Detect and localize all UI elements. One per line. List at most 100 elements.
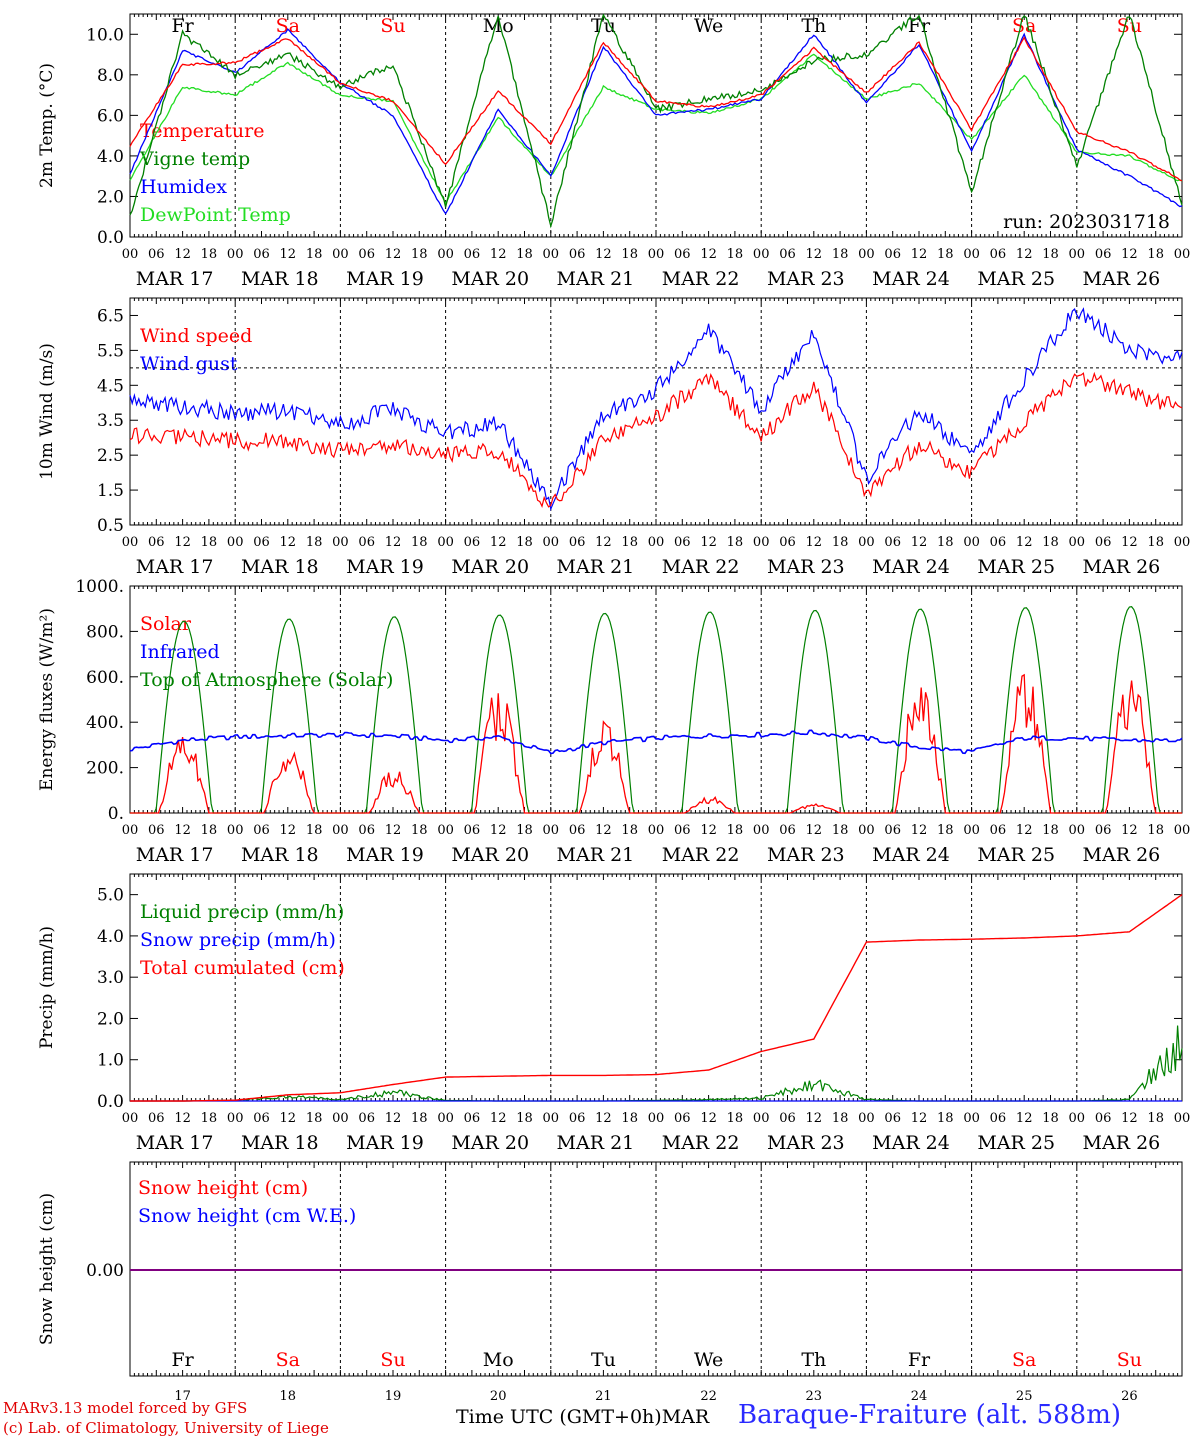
hour-tick-label: 12 <box>911 535 928 550</box>
hour-tick-label: 18 <box>621 535 638 550</box>
y-axis-label: Precip (mm/h) <box>37 926 57 1049</box>
hour-tick-label: 00 <box>963 1111 980 1126</box>
hour-tick-label: 00 <box>1174 1111 1191 1126</box>
date-label: MAR 19 <box>346 844 424 866</box>
hour-tick-label: 00 <box>1069 535 1086 550</box>
hour-tick-label: 00 <box>543 1111 560 1126</box>
hour-tick-label: 06 <box>569 247 586 262</box>
hour-tick-label: 12 <box>490 823 507 838</box>
date-label: MAR 23 <box>767 556 845 578</box>
hour-tick-label: 12 <box>174 247 191 262</box>
hour-tick-label: 12 <box>595 1111 612 1126</box>
day-number-label: 19 <box>385 1389 402 1404</box>
hour-tick-label: 12 <box>1121 823 1138 838</box>
hour-tick-label: 00 <box>1069 823 1086 838</box>
hour-tick-label: 18 <box>937 535 954 550</box>
legend-label: Vigne temp <box>139 148 250 170</box>
weekday-label: Su <box>380 15 405 37</box>
day-number-label: 24 <box>911 1389 928 1404</box>
hour-tick-label: 12 <box>595 823 612 838</box>
series-line-0 <box>129 371 1183 508</box>
hour-tick-label: 18 <box>727 823 744 838</box>
hour-tick-label: 00 <box>648 823 665 838</box>
series-line-1 <box>129 307 1183 512</box>
series-line-total <box>130 894 1183 1102</box>
hour-tick-label: 18 <box>1147 823 1164 838</box>
date-label: MAR 19 <box>346 268 424 290</box>
legend-label: Snow height (cm) <box>138 1177 308 1199</box>
hour-tick-label: 18 <box>516 247 533 262</box>
hour-tick-label: 00 <box>963 535 980 550</box>
weekday-label: Sa <box>1012 1349 1036 1371</box>
credit-line-1: MARv3.13 model forced by GFS <box>3 1399 248 1417</box>
weekday-label: Mo <box>483 15 514 37</box>
y-tick-label: 4.5 <box>97 376 124 396</box>
hour-tick-label: 12 <box>700 1111 717 1126</box>
hour-tick-label: 00 <box>437 535 454 550</box>
y-tick-label: 3.5 <box>97 411 124 431</box>
hour-tick-label: 12 <box>700 247 717 262</box>
hour-tick-label: 00 <box>543 535 560 550</box>
hour-tick-label: 00 <box>122 535 139 550</box>
weekday-label: Fr <box>171 15 194 37</box>
hour-tick-label: 00 <box>227 535 244 550</box>
date-label: MAR 25 <box>977 556 1055 578</box>
hour-tick-label: 00 <box>1174 247 1191 262</box>
day-number-label: 17 <box>174 1389 191 1404</box>
hour-tick-label: 18 <box>411 535 428 550</box>
hour-tick-label: 18 <box>1147 1111 1164 1126</box>
hour-tick-label: 12 <box>806 247 823 262</box>
y-tick-label: 4.0 <box>97 927 124 947</box>
hour-tick-label: 12 <box>911 823 928 838</box>
weekday-label: Su <box>1117 1349 1142 1371</box>
hour-tick-label: 06 <box>253 823 270 838</box>
hour-tick-label: 06 <box>148 823 165 838</box>
legend-label: Infrared <box>140 641 220 663</box>
hour-tick-label: 00 <box>332 247 349 262</box>
legend-label: Solar <box>140 613 192 635</box>
legend-label: Liquid precip (mm/h) <box>140 901 344 923</box>
date-label: MAR 18 <box>241 1132 319 1154</box>
hour-tick-label: 12 <box>806 1111 823 1126</box>
hour-tick-label: 18 <box>832 247 849 262</box>
hour-tick-label: 12 <box>174 1111 191 1126</box>
date-label: MAR 26 <box>1083 268 1161 290</box>
hour-tick-label: 06 <box>569 823 586 838</box>
hour-tick-label: 18 <box>516 823 533 838</box>
legend-label: Wind gust <box>140 353 238 375</box>
hour-tick-label: 06 <box>1095 823 1112 838</box>
hour-tick-label: 12 <box>595 247 612 262</box>
legend-label: Snow height (cm W.E.) <box>138 1205 356 1227</box>
hour-tick-label: 12 <box>1016 535 1033 550</box>
hour-tick-label: 06 <box>674 535 691 550</box>
hour-tick-label: 00 <box>122 1111 139 1126</box>
hour-tick-label: 06 <box>464 535 481 550</box>
hour-tick-label: 18 <box>306 823 323 838</box>
day-number-label: 25 <box>1016 1389 1033 1404</box>
hour-tick-label: 18 <box>201 823 218 838</box>
date-label: MAR 26 <box>1083 844 1161 866</box>
date-label: MAR 26 <box>1083 556 1161 578</box>
series-line-0 <box>129 36 1183 182</box>
date-label: MAR 21 <box>557 268 635 290</box>
hour-tick-label: 00 <box>858 535 875 550</box>
hour-tick-label: 12 <box>1121 535 1138 550</box>
weekday-label: Su <box>1117 15 1142 37</box>
hour-tick-label: 06 <box>464 1111 481 1126</box>
y-axis-label: Snow height (cm) <box>37 1193 57 1345</box>
y-tick-label: 10.0 <box>86 25 124 45</box>
hour-tick-label: 18 <box>1042 1111 1059 1126</box>
hour-tick-label: 06 <box>1095 1111 1112 1126</box>
date-label: MAR 17 <box>136 844 214 866</box>
date-label: MAR 25 <box>977 1132 1055 1154</box>
hour-tick-label: 00 <box>963 823 980 838</box>
legend-label: Total cumulated (cm) <box>140 957 345 979</box>
y-tick-label: 0.5 <box>97 516 124 536</box>
hour-tick-label: 12 <box>385 247 402 262</box>
date-label: MAR 21 <box>557 556 635 578</box>
hour-tick-label: 12 <box>1121 1111 1138 1126</box>
hour-tick-label: 06 <box>358 247 375 262</box>
date-label: MAR 20 <box>451 268 529 290</box>
date-label: MAR 20 <box>451 844 529 866</box>
